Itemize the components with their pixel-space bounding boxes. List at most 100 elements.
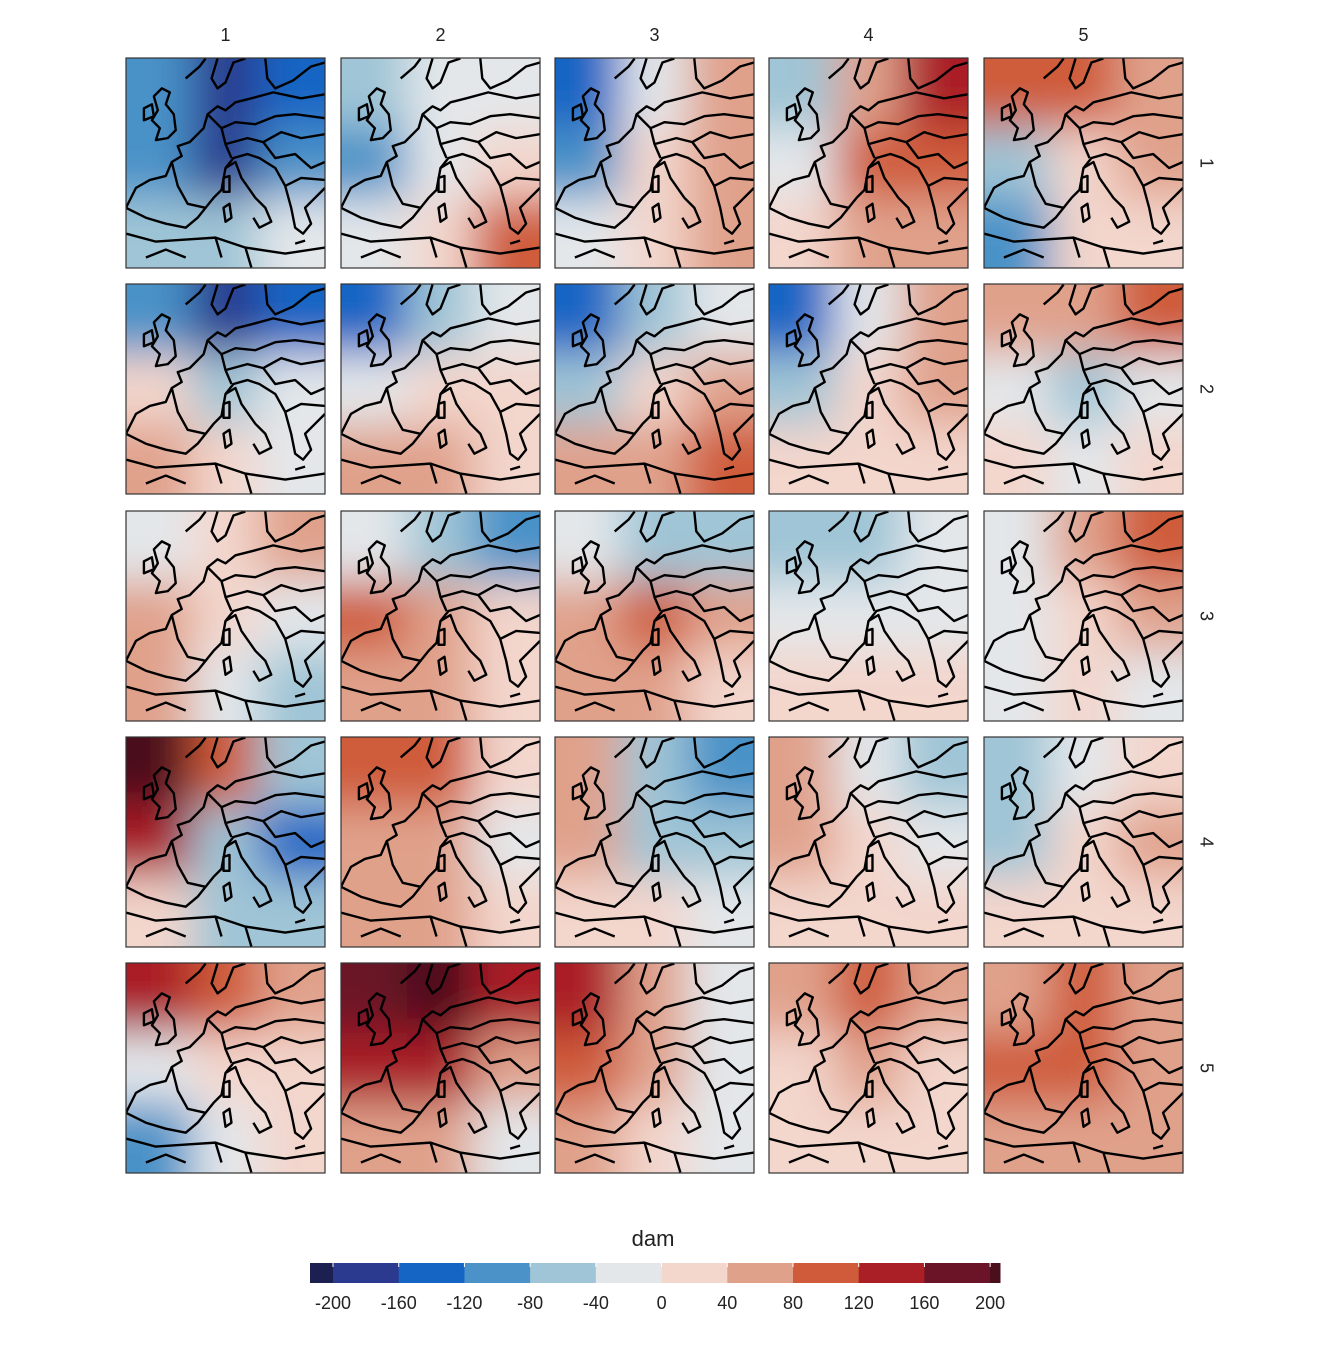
panel-frame: [340, 510, 541, 722]
panel-frame: [340, 57, 541, 269]
field-cell: [1050, 58, 1118, 129]
colorbar-bin: [398, 1263, 465, 1283]
colorbar-bin: [990, 1263, 1001, 1283]
field: [126, 963, 325, 1173]
field-cell: [341, 963, 409, 1034]
map-panel: [984, 737, 1183, 947]
colorbar-bin: [464, 1263, 531, 1283]
colorbar-bin: [595, 1263, 663, 1283]
row-label: 2: [1196, 384, 1216, 394]
field-cell: [835, 511, 903, 582]
map-panel: [769, 963, 968, 1173]
map-panel: [769, 58, 968, 268]
field-cell: [407, 963, 475, 1034]
field-cell: [341, 511, 409, 582]
colorbar-bin: [310, 1263, 334, 1283]
map-panel: [769, 284, 968, 494]
colorbar-tick-label: -40: [583, 1293, 609, 1313]
field-cell: [1116, 1103, 1183, 1173]
map-panel: [341, 963, 540, 1173]
field-cell: [984, 284, 1052, 355]
field: [341, 58, 540, 268]
field-cell: [192, 963, 260, 1034]
field: [555, 511, 754, 721]
field: [555, 284, 754, 494]
panel-frame: [554, 57, 755, 269]
field-cell: [126, 807, 194, 878]
field-cell: [769, 58, 837, 129]
panel-frame: [983, 510, 1184, 722]
panel-frame: [768, 962, 969, 1174]
field-cell: [621, 58, 689, 129]
field-cell: [984, 58, 1052, 129]
field-cell: [621, 963, 689, 1034]
field-cell: [341, 284, 409, 355]
colorbar-tick-label: -80: [517, 1293, 543, 1313]
field-cell: [1050, 963, 1118, 1034]
map-panel: [769, 511, 968, 721]
map-panel: [555, 511, 754, 721]
column-label: 2: [435, 25, 445, 45]
column-label: 5: [1078, 25, 1088, 45]
colorbar-tick-label: 160: [909, 1293, 939, 1313]
field-cell: [555, 58, 623, 129]
field-cell: [835, 58, 903, 129]
panel-frame: [554, 510, 755, 722]
colorbar-bin: [924, 1263, 991, 1283]
field: [769, 58, 968, 268]
field-cell: [769, 737, 837, 808]
field: [984, 511, 1183, 721]
colorbar-bin: [333, 1263, 400, 1283]
field-cell: [769, 284, 837, 355]
map-panel: [341, 511, 540, 721]
field-cell: [126, 128, 194, 199]
panel-frame: [768, 57, 969, 269]
row-label: 3: [1196, 611, 1216, 621]
field: [555, 963, 754, 1173]
field: [769, 284, 968, 494]
colorbar-tick-label: 0: [657, 1293, 667, 1313]
panel-frame: [983, 962, 1184, 1174]
panel-frame: [554, 962, 755, 1174]
field-cell: [835, 963, 903, 1034]
field-cell: [984, 737, 1052, 808]
map-panel: [769, 737, 968, 947]
field-cell: [835, 284, 903, 355]
colorbar-tick-label: -160: [381, 1293, 417, 1313]
field-cell: [341, 737, 409, 808]
row-label: 4: [1196, 837, 1216, 847]
field-cell: [1050, 511, 1118, 582]
panel-frame: [768, 736, 969, 948]
field: [555, 737, 754, 947]
field: [126, 511, 325, 721]
colorbar-bin: [727, 1263, 794, 1283]
field-cell: [407, 737, 475, 808]
map-panel: [984, 963, 1183, 1173]
map-panel: [126, 284, 325, 494]
map-panel: [984, 58, 1183, 268]
field-cell: [126, 58, 194, 129]
panel-frame: [125, 57, 326, 269]
panel-frame: [340, 962, 541, 1174]
field: [555, 58, 754, 268]
map-panel: [341, 58, 540, 268]
field: [341, 284, 540, 494]
panel-frame: [340, 283, 541, 495]
row-label: 5: [1196, 1063, 1216, 1073]
field-cell: [192, 737, 260, 808]
colorbar-tick-label: 80: [783, 1293, 803, 1313]
column-label: 4: [863, 25, 873, 45]
field-cell: [126, 737, 194, 808]
field-cell: [407, 284, 475, 355]
field-cell: [126, 963, 194, 1034]
map-panel: [126, 58, 325, 268]
map-panel: [555, 58, 754, 268]
field: [769, 737, 968, 947]
field-cell: [407, 511, 475, 582]
field-cell: [555, 737, 623, 808]
field-cell: [555, 511, 623, 582]
field-cell: [984, 511, 1052, 582]
colorbar-bin: [793, 1263, 860, 1283]
field: [769, 963, 968, 1173]
field: [341, 963, 540, 1173]
